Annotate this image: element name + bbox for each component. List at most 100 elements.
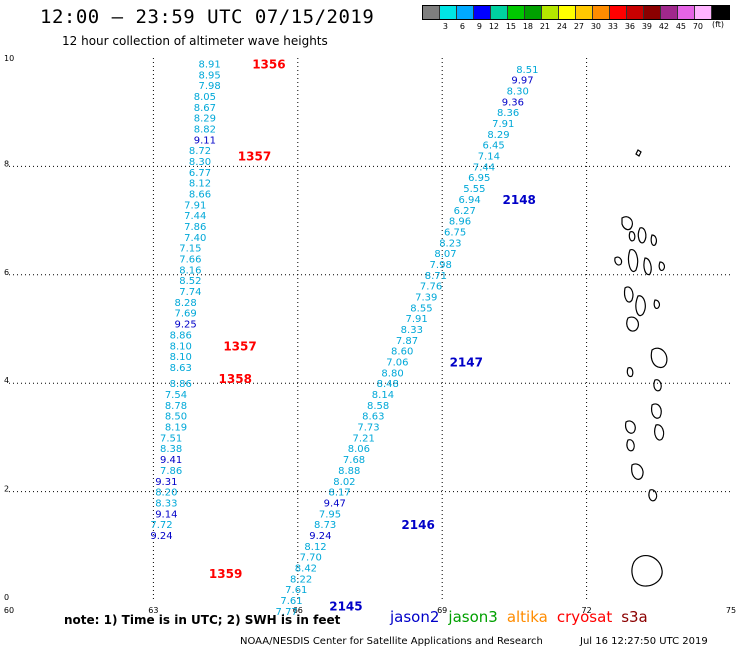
x-tick-label: 60 [4, 606, 14, 615]
wave-height-value: 8.95 [199, 70, 221, 81]
wave-height-value: 8.72 [189, 146, 211, 157]
time-label: 1356 [252, 57, 285, 71]
wave-height-value: 7.76 [420, 282, 442, 293]
legend-swatch [593, 6, 610, 19]
wave-height-value: 8.60 [391, 347, 413, 358]
x-tick-label: 66 [293, 606, 303, 615]
legend-label: 42 [658, 22, 669, 31]
wave-height-value: 8.50 [165, 412, 187, 423]
wave-height-value: 7.44 [184, 211, 206, 222]
wave-height-value: 8.80 [381, 368, 403, 379]
wave-height-value: 8.36 [497, 108, 519, 119]
legend-swatch [678, 6, 695, 19]
coastline-islands [614, 149, 668, 587]
grid-lines [9, 58, 731, 600]
y-tick-label: 6 [4, 268, 9, 277]
legend-label: 27 [573, 22, 584, 31]
wave-height-value: 8.14 [372, 390, 394, 401]
island-outline [621, 216, 633, 231]
wave-height-value: 8.88 [338, 466, 360, 477]
legend-label: 9 [476, 22, 482, 31]
wave-height-value: 8.12 [304, 542, 326, 553]
time-label: 1357 [223, 339, 256, 353]
legend-label: 39 [641, 22, 652, 31]
wave-height-value: 8.58 [367, 401, 389, 412]
satellite-legend: jason2 jason3 altika cryosat s3a [390, 608, 657, 626]
wave-height-value: 7.15 [179, 244, 201, 255]
legend-label: 45 [675, 22, 686, 31]
satellite-label-jason2: jason2 [390, 608, 440, 626]
time-label: 1358 [219, 372, 252, 386]
island-outline [654, 424, 665, 441]
generated-timestamp: Jul 16 12:27:50 UTC 2019 [580, 636, 708, 647]
wave-height-value: 7.86 [160, 466, 182, 477]
island-outline [635, 295, 646, 317]
wave-height-value: 8.07 [434, 249, 456, 260]
wave-height-value: 9.31 [155, 477, 177, 488]
wave-height-value: 8.22 [290, 574, 312, 585]
time-label: 1357 [238, 150, 271, 164]
wave-height-value: 7.74 [179, 287, 201, 298]
legend-label: 6 [459, 22, 465, 31]
wave-height-value: 8.78 [165, 401, 187, 412]
satellite-label-altika: altika [506, 608, 548, 626]
legend-swatch [576, 6, 593, 19]
wave-height-value: 7.06 [386, 358, 408, 369]
wave-height-value: 8.06 [348, 444, 370, 455]
wave-height-value: 5.55 [463, 184, 485, 195]
wave-height-value: 7.39 [415, 292, 437, 303]
credit-line: NOAA/NESDIS Center for Satellite Applica… [240, 636, 543, 647]
island-outline [650, 347, 668, 369]
y-tick-label: 10 [4, 54, 14, 63]
wave-height-value: 8.05 [194, 92, 216, 103]
wave-height-value: 9.24 [150, 531, 172, 542]
y-tick-label: 4 [4, 376, 9, 385]
wave-height-value: 8.63 [362, 412, 384, 423]
island-outline [623, 286, 634, 303]
wave-height-value: 7.66 [179, 255, 201, 266]
legend-label: 15 [505, 22, 516, 31]
wave-height-value: 8.38 [160, 444, 182, 455]
wave-height-value: 9.11 [194, 135, 216, 146]
satellite-label-s3a: s3a [621, 608, 648, 626]
wave-height-value: 7.14 [478, 152, 500, 163]
island-outline [614, 256, 623, 266]
legend-swatch [423, 6, 440, 19]
wave-height-value: 8.73 [314, 520, 336, 531]
legend-swatch [712, 6, 729, 19]
wave-height-value: 8.12 [189, 179, 211, 190]
wave-height-value: 9.36 [502, 97, 524, 108]
wave-height-value: 8.30 [189, 157, 211, 168]
wave-height-value: 8.28 [174, 298, 196, 309]
wave-height-value: 6.77 [189, 168, 211, 179]
legend-label: 21 [539, 22, 550, 31]
wave-height-value: 7.44 [473, 162, 495, 173]
legend-label: 36 [624, 22, 635, 31]
wave-height-value: 7.87 [396, 336, 418, 347]
x-tick-label: 63 [148, 606, 158, 615]
legend-swatch [559, 6, 576, 19]
wave-height-value: 8.96 [449, 217, 471, 228]
legend-swatch [508, 6, 525, 19]
wave-height-value: 8.42 [295, 563, 317, 574]
wave-height-value: 7.98 [199, 81, 221, 92]
x-tick-label: 72 [582, 606, 592, 615]
wave-height-value: 8.30 [507, 87, 529, 98]
wave-height-value: 8.66 [189, 190, 211, 201]
legend-swatch [610, 6, 627, 19]
x-tick-label: 75 [726, 606, 736, 615]
island-outline [648, 489, 658, 502]
wave-height-value: 7.21 [353, 433, 375, 444]
wave-height-value: 8.23 [439, 238, 461, 249]
y-tick-label: 2 [4, 485, 9, 494]
wave-height-value: 8.71 [425, 271, 447, 282]
wave-height-value: 8.02 [333, 477, 355, 488]
wave-height-value: 6.95 [468, 173, 490, 184]
legend-label: 70 [692, 22, 703, 31]
wave-height-value: 8.55 [410, 303, 432, 314]
wave-height-value: 8.33 [401, 325, 423, 336]
time-label: 1359 [209, 567, 242, 581]
legend-swatch [457, 6, 474, 19]
legend-swatch [440, 6, 457, 19]
